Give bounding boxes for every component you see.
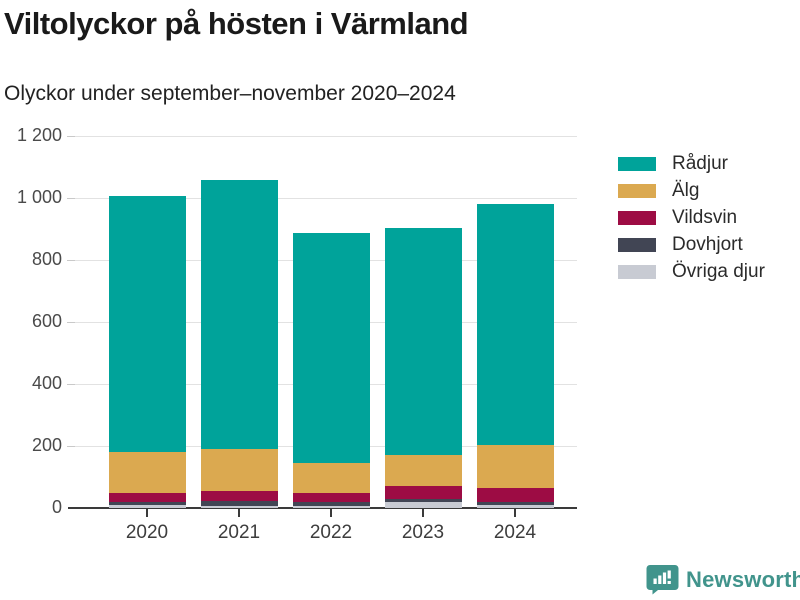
bar-segment-2023-Rådjur — [384, 228, 462, 455]
brand-footer: Newsworthy — [646, 564, 800, 595]
y-axis-tick — [67, 383, 75, 385]
bar-segment-2023-Vildsvin — [384, 486, 462, 500]
bar-segment-2021-Älg — [200, 449, 278, 491]
y-axis-label: 400 — [31, 373, 62, 393]
newsworthy-logo-icon — [646, 565, 679, 595]
bar-segment-2022-Vildsvin — [292, 493, 370, 503]
bar-segment-2020-Övriga djur — [108, 504, 186, 508]
gridline-y-1000 — [75, 197, 577, 199]
bar-segment-2023-Övriga djur — [384, 502, 462, 508]
bar-segment-2022-Älg — [292, 463, 370, 494]
legend-label: Övriga djur — [672, 260, 765, 282]
chart-legend: Rådjur Älg Vildsvin Dovhjort Övriga djur — [618, 150, 765, 285]
bar-segment-2020-Älg — [108, 451, 186, 494]
x-axis-tick — [330, 509, 332, 517]
x-axis-tick — [146, 509, 148, 517]
x-axis-tick — [238, 509, 240, 517]
x-axis-line — [68, 507, 577, 509]
legend-item: Rådjur — [618, 150, 765, 177]
bar-segment-2024-Rådjur — [476, 203, 554, 445]
bar-segment-2021-Dovhjort — [200, 500, 278, 506]
legend-label: Rådjur — [672, 152, 728, 174]
bar-segment-2021-Vildsvin — [200, 490, 278, 501]
plot-area: 0 200 400 600 800 1 000 1 200 2020 2021 2022 2023 2… — [17, 125, 577, 543]
page-title: Viltolyckor på hösten i Värmland — [4, 6, 469, 41]
bar-segment-2020-Rådjur — [108, 196, 186, 452]
bar-segment-2024-Övriga djur — [476, 505, 554, 508]
bar-segment-2024-Vildsvin — [476, 488, 554, 503]
bar-segment-2022-Övriga djur — [292, 505, 370, 508]
legend-label: Älg — [672, 179, 700, 201]
brand-name: Newsworthy — [686, 566, 800, 592]
y-axis-label: 0 — [51, 497, 62, 517]
y-axis-tick — [67, 259, 75, 261]
bar-segment-2024-Dovhjort — [476, 502, 554, 506]
y-axis-tick — [67, 135, 75, 137]
legend-item: Dovhjort — [618, 231, 765, 258]
bar-segment-2020-Dovhjort — [108, 501, 186, 505]
y-axis-label: 200 — [31, 435, 62, 455]
x-axis-label-2021: 2021 — [217, 522, 261, 543]
y-axis-label: 800 — [31, 249, 62, 269]
x-axis-label-2022: 2022 — [309, 522, 353, 543]
x-axis-label-2024: 2024 — [493, 522, 537, 543]
bar-segment-2022-Dovhjort — [292, 502, 370, 506]
legend-swatch — [618, 237, 656, 252]
legend-item: Vildsvin — [618, 204, 765, 231]
x-axis-label-2023: 2023 — [401, 522, 445, 543]
bar-2021 — [200, 136, 278, 508]
legend-item: Älg — [618, 177, 765, 204]
legend-item: Övriga djur — [618, 258, 765, 285]
legend-swatch — [618, 183, 656, 198]
bar-2024 — [476, 136, 554, 508]
x-axis-label-2020: 2020 — [125, 522, 169, 543]
gridline-y-1200 — [75, 135, 577, 137]
bar-segment-2021-Rådjur — [200, 180, 278, 450]
bar-segment-2020-Vildsvin — [108, 493, 186, 502]
y-axis-label: 600 — [31, 311, 62, 331]
y-axis-tick — [67, 197, 75, 199]
bar-segment-2021-Övriga djur — [200, 505, 278, 508]
y-axis-label: 1 200 — [16, 125, 62, 145]
x-axis-tick — [422, 509, 424, 517]
legend-swatch — [618, 210, 656, 225]
bar-2022 — [292, 136, 370, 508]
bar-segment-2024-Älg — [476, 444, 554, 489]
bar-segment-2022-Rådjur — [292, 233, 370, 464]
y-axis-tick — [67, 321, 75, 323]
x-axis-tick — [514, 509, 516, 517]
bar-segment-2023-Älg — [384, 454, 462, 487]
y-axis-label: 1 000 — [16, 187, 62, 207]
bar-2020 — [108, 136, 186, 508]
bar-segment-2023-Dovhjort — [384, 499, 462, 503]
legend-swatch — [618, 264, 656, 279]
legend-swatch — [618, 156, 656, 171]
legend-label: Dovhjort — [672, 233, 743, 255]
page-subtitle: Olyckor under september–november 2020–20… — [4, 82, 456, 105]
legend-label: Vildsvin — [672, 206, 738, 228]
y-axis-tick — [67, 445, 75, 447]
bar-2023 — [384, 136, 462, 508]
